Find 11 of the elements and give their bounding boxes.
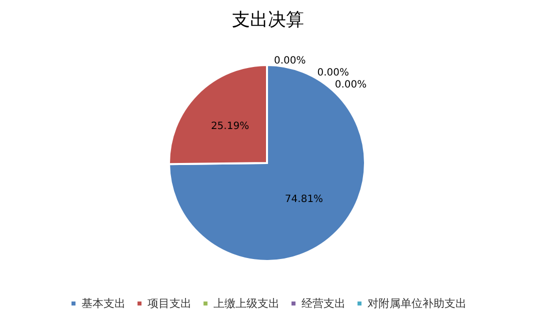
data-label: 25.19%: [210, 120, 250, 132]
legend-label: 经营支出: [302, 297, 346, 310]
text: 0.00%: [317, 68, 349, 78]
text: 0.00%: [274, 56, 306, 66]
legend-label: 基本支出: [82, 297, 126, 310]
text: 0.00%: [334, 80, 367, 90]
legend-label: 项目支出: [148, 297, 192, 310]
legend-label: 上缴上级支出: [214, 297, 280, 310]
chart-title: 支出决算: [232, 10, 304, 30]
data-label: 74.81%: [284, 194, 324, 206]
legend-label: 对附属单位补助支出: [368, 297, 466, 310]
